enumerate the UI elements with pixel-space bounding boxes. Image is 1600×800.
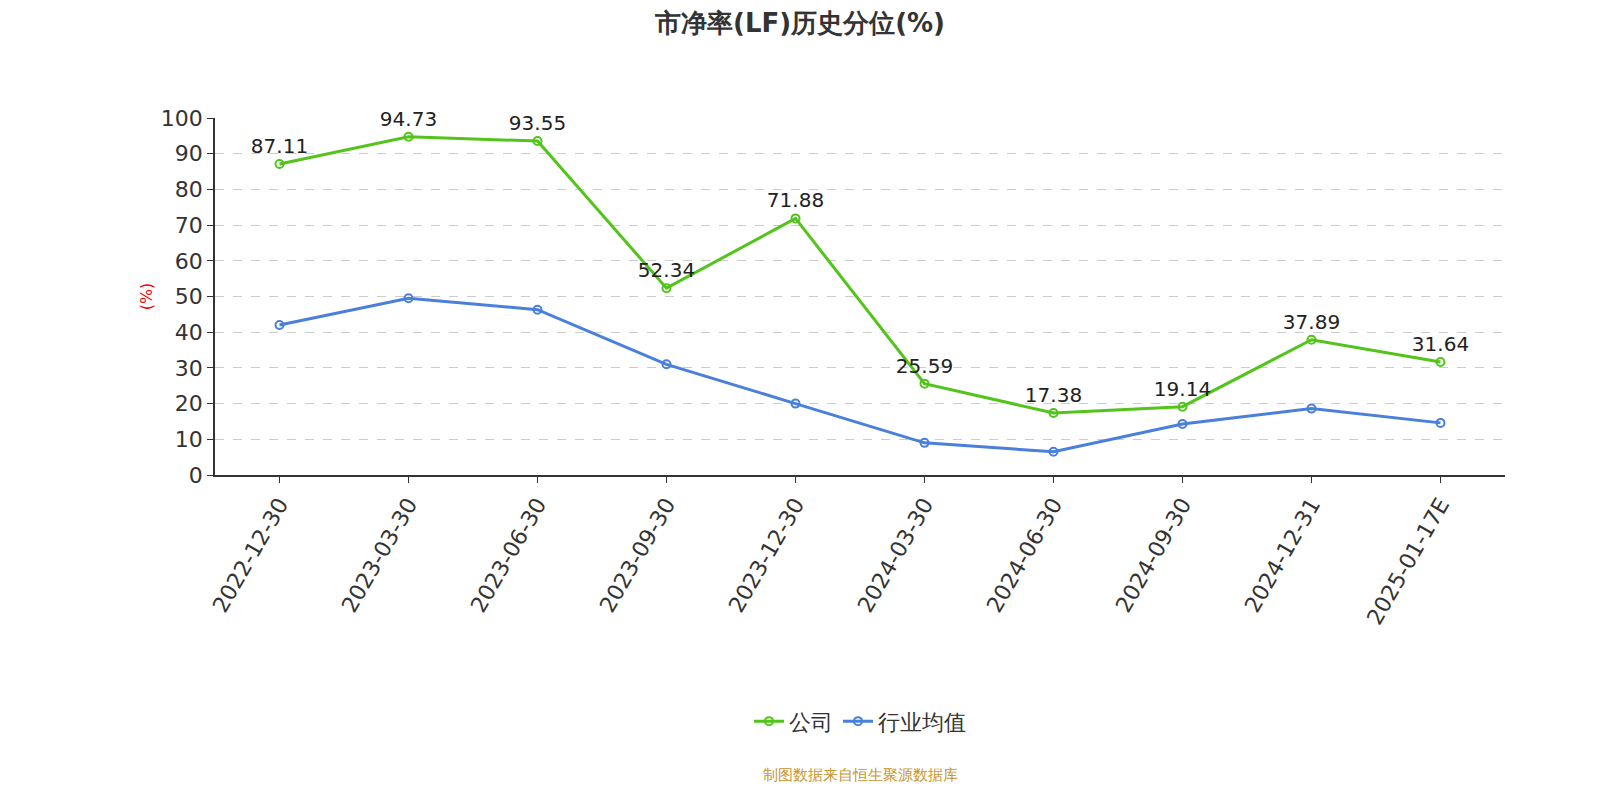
svg-text:10: 10 — [175, 427, 203, 452]
svg-text:2023-06-30: 2023-06-30 — [466, 494, 552, 617]
svg-text:公司: 公司 — [789, 710, 833, 735]
svg-text:2024-09-30: 2024-09-30 — [1111, 494, 1197, 617]
svg-text:31.64: 31.64 — [1412, 332, 1469, 356]
svg-text:行业均值: 行业均值 — [878, 710, 966, 735]
svg-text:87.11: 87.11 — [251, 134, 308, 158]
svg-text:20: 20 — [175, 391, 203, 416]
svg-text:80: 80 — [175, 177, 203, 202]
svg-text:37.89: 37.89 — [1283, 310, 1340, 334]
svg-text:70: 70 — [175, 213, 203, 238]
svg-text:2024-06-30: 2024-06-30 — [982, 494, 1068, 617]
svg-text:0: 0 — [189, 463, 203, 488]
svg-text:100: 100 — [161, 106, 203, 131]
svg-text:30: 30 — [175, 356, 203, 381]
svg-text:2023-09-30: 2023-09-30 — [595, 494, 681, 617]
svg-text:(%): (%) — [137, 283, 156, 311]
svg-text:2025-01-17E: 2025-01-17E — [1362, 494, 1455, 629]
svg-text:19.14: 19.14 — [1154, 377, 1211, 401]
svg-text:2024-03-30: 2024-03-30 — [853, 494, 939, 617]
svg-text:2023-12-30: 2023-12-30 — [724, 494, 810, 617]
svg-text:71.88: 71.88 — [767, 188, 824, 212]
svg-text:市净率(LF)历史分位(%): 市净率(LF)历史分位(%) — [654, 8, 945, 38]
svg-text:2023-03-30: 2023-03-30 — [337, 494, 423, 617]
svg-text:25.59: 25.59 — [896, 354, 953, 378]
svg-text:60: 60 — [175, 248, 203, 273]
svg-text:制图数据来自恒生聚源数据库: 制图数据来自恒生聚源数据库 — [763, 766, 958, 784]
svg-text:52.34: 52.34 — [638, 258, 695, 282]
svg-text:2024-12-31: 2024-12-31 — [1240, 494, 1326, 617]
svg-text:40: 40 — [175, 320, 203, 345]
svg-text:17.38: 17.38 — [1025, 383, 1082, 407]
svg-text:50: 50 — [175, 284, 203, 309]
svg-text:2022-12-30: 2022-12-30 — [208, 494, 294, 617]
svg-text:94.73: 94.73 — [380, 107, 437, 131]
svg-text:90: 90 — [175, 141, 203, 166]
svg-text:93.55: 93.55 — [509, 111, 566, 135]
